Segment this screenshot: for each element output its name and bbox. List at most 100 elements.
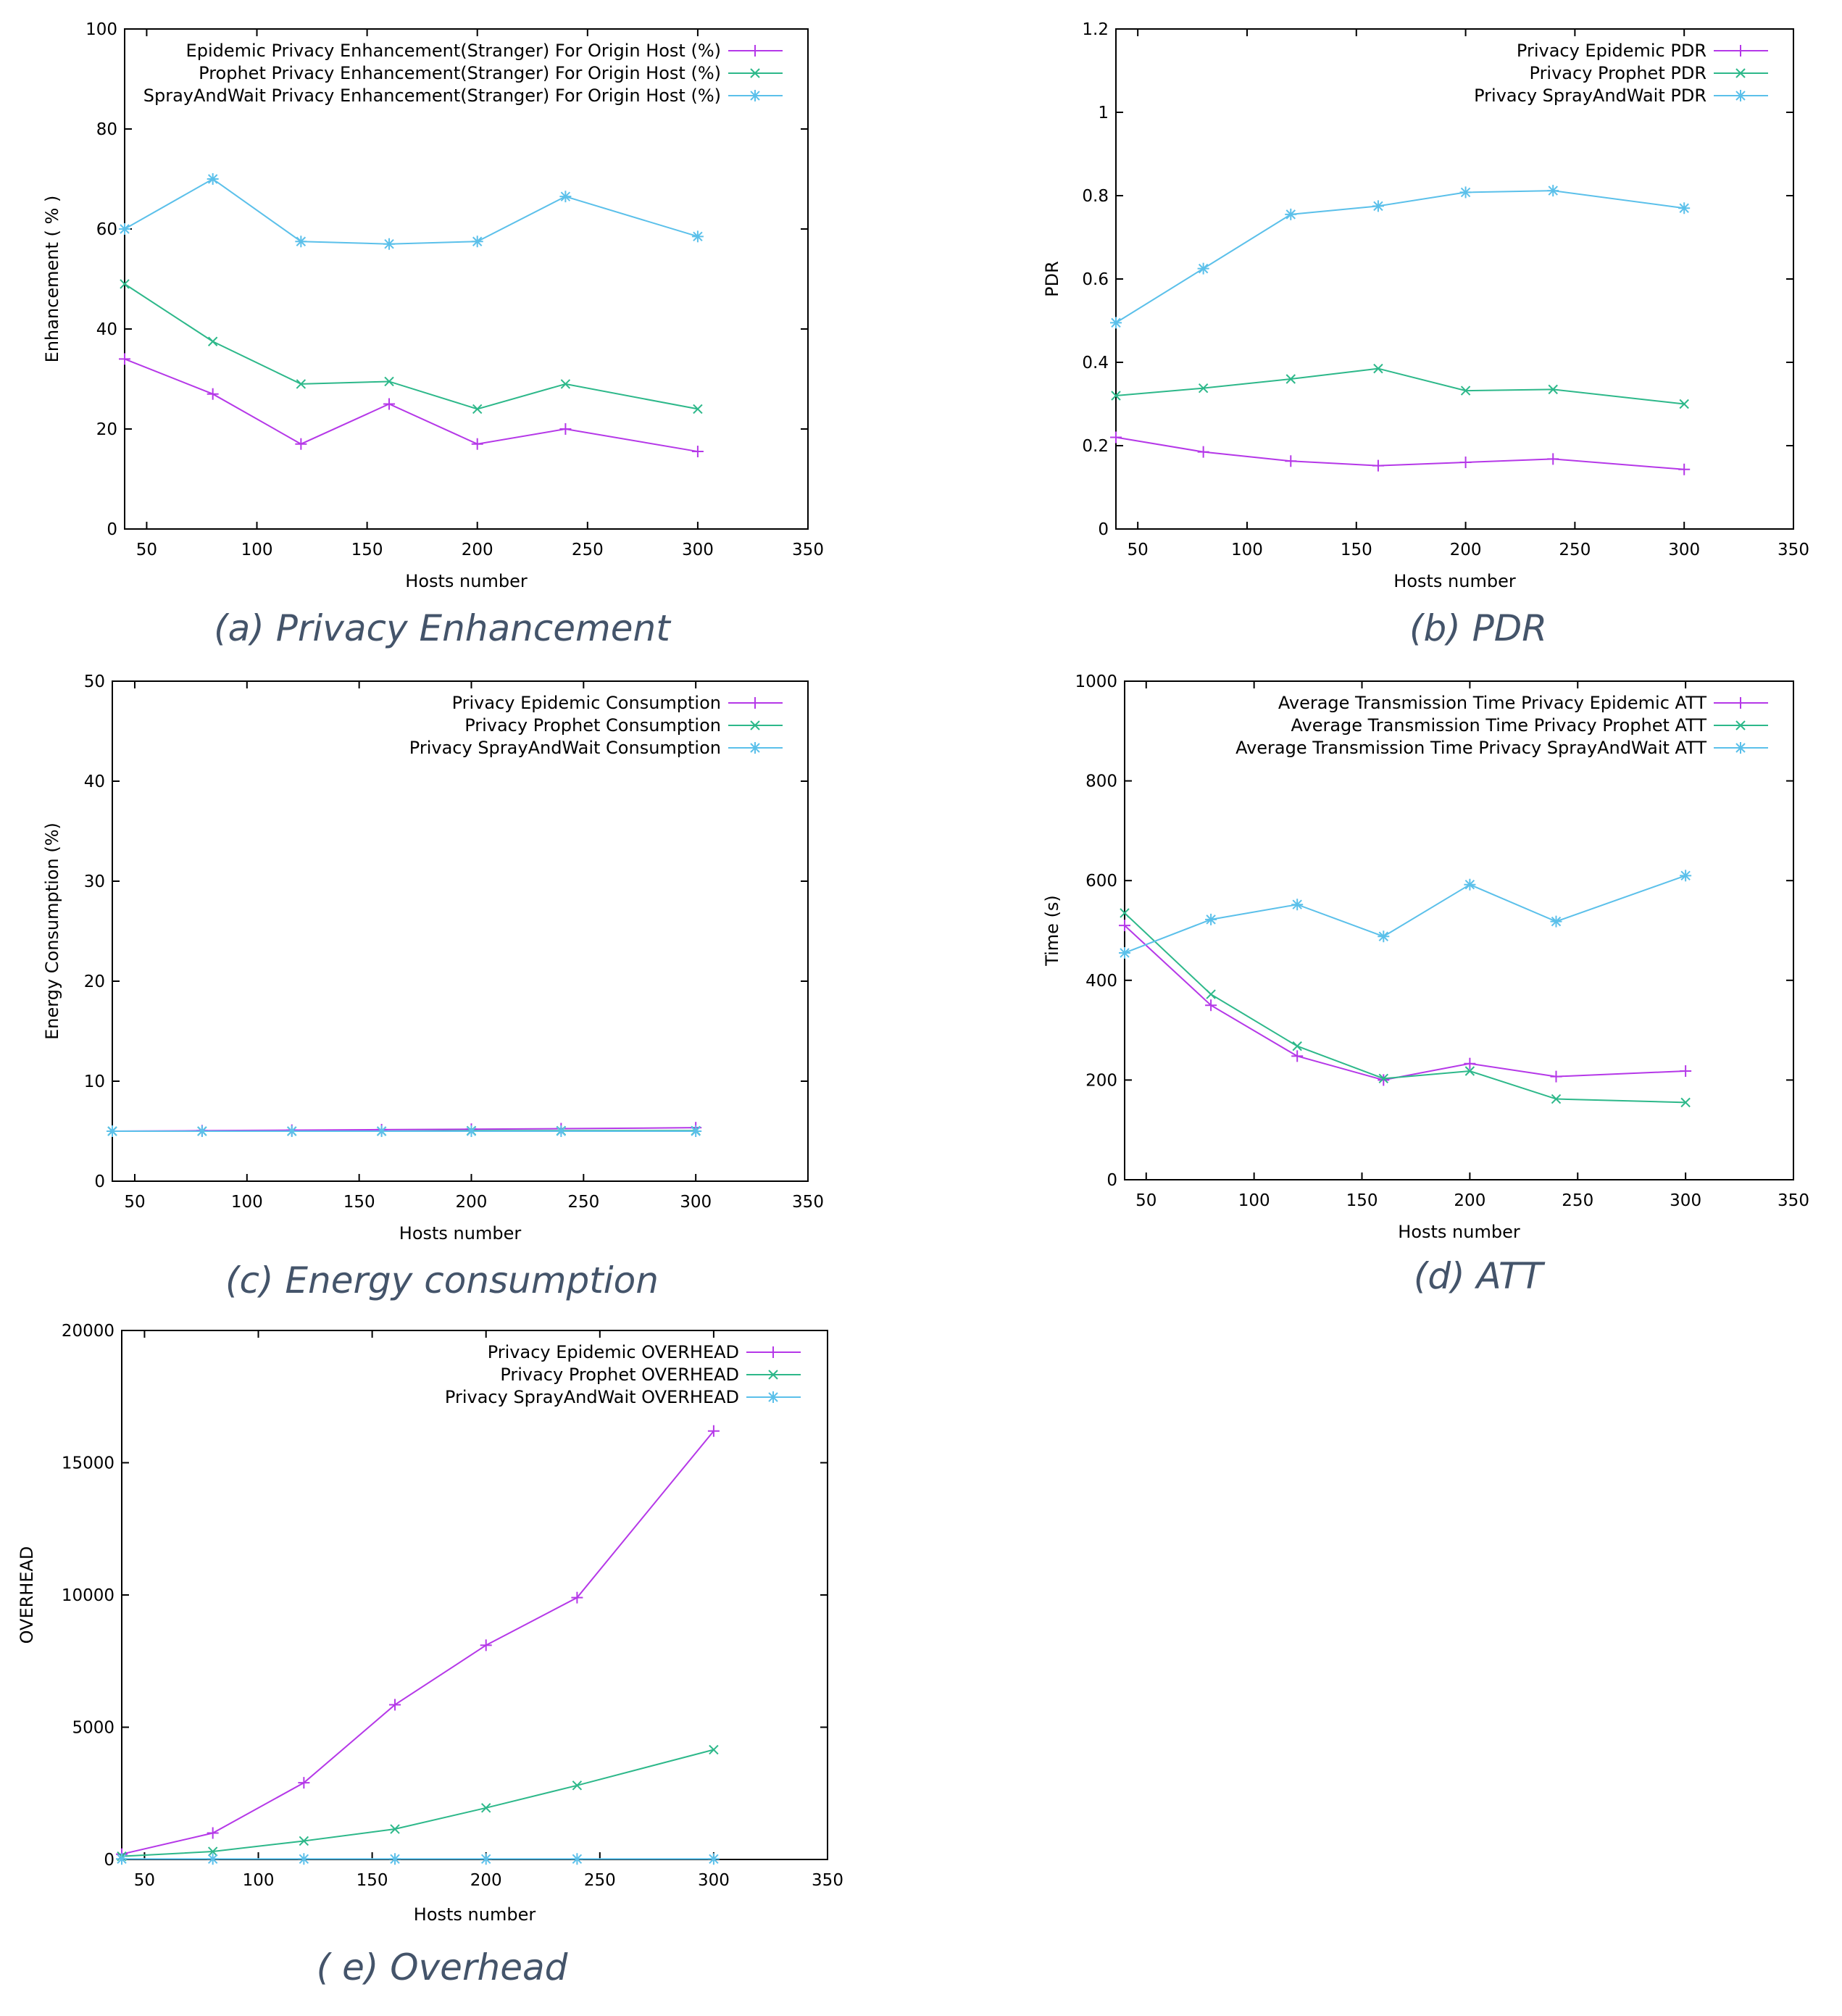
chart-a-ytick-label: 0: [107, 520, 117, 539]
chart-d-ytick-label: 600: [1085, 872, 1117, 891]
chart-a-ytick-label: 80: [96, 120, 117, 139]
chart-b-series-1-point: [1679, 399, 1689, 409]
chart-c-xtick-label: 350: [792, 1193, 824, 1212]
chart-e-xtick-label: 200: [470, 1871, 502, 1890]
chart-e-ytick-label: 5000: [72, 1719, 114, 1738]
chart-d-ytick-label: 0: [1107, 1171, 1117, 1190]
chart-c-xtick-label: 100: [231, 1193, 263, 1212]
chart-d-legend-marker-1: [1735, 720, 1746, 730]
chart-a-series-1-point: [472, 404, 483, 415]
chart-a-xtick-label: 300: [682, 541, 714, 559]
chart-e-series-2-point: [207, 1853, 219, 1865]
chart-panel-c: 0 10 20 30 40 50 50 100 150 200 250 300 350 Hosts num…: [0, 652, 920, 1275]
chart-a-series-0-point: [471, 438, 483, 450]
chart-e-series-0-point: [707, 1425, 720, 1437]
chart-a-legend-marker-0: [749, 45, 761, 57]
chart-a-series-2-point: [691, 230, 704, 243]
chart-b-ytick-label: 0.4: [1082, 354, 1109, 372]
chart-e-series-1-point: [481, 1803, 491, 1813]
chart-d-legend-marker-0: [1735, 697, 1746, 709]
chart-b-ytick-label: 0: [1098, 520, 1109, 539]
chart-e-series-2-point: [116, 1853, 128, 1865]
chart-c-xtick-label: 200: [456, 1193, 488, 1212]
chart-a-series-1-line: [124, 283, 699, 410]
chart-a-xtick-label: 250: [572, 541, 604, 559]
chart-b-series-2-point: [1197, 262, 1209, 275]
chart-d-legend-label-1: Average Transmission Time Privacy Prophe…: [1291, 715, 1706, 736]
chart-panel-b: 0 0.2 0.4 0.6 0.8 1 1.2 50 100 150 200 250 300 350 Hos…: [985, 0, 1842, 623]
chart-b-legend-label-0: Privacy Epidemic PDR: [1517, 41, 1706, 61]
chart-d-y-axis-label: Time (s): [1042, 895, 1062, 967]
chart-b-legend-label-2: Privacy SprayAndWait PDR: [1474, 86, 1706, 106]
chart-e-xtick-label: 250: [584, 1871, 616, 1890]
chart-d-xtick-label: 200: [1454, 1191, 1485, 1210]
chart-e-series-1-point: [390, 1824, 400, 1834]
chart-e-series-0-point: [207, 1827, 219, 1839]
chart-d-ytick-label: 800: [1085, 772, 1117, 791]
chart-c-ytick-label: 20: [84, 972, 105, 991]
chart-a-series-2-point: [207, 173, 219, 185]
chart-c-series-2-point: [286, 1125, 298, 1137]
chart-d-series-0-point: [1550, 1070, 1562, 1083]
chart-b-ytick-label: 1: [1098, 104, 1109, 122]
chart-b-legend-marker-0: [1735, 45, 1746, 57]
chart-c-legend-marker-2: [749, 742, 761, 754]
chart-c-series-2-point: [690, 1125, 702, 1137]
chart-c-plot-frame: [112, 680, 809, 1182]
chart-b-series-0-line: [1115, 436, 1685, 470]
chart-a-legend-label-0: Epidemic Privacy Enhancement(Stranger) F…: [186, 41, 721, 61]
chart-e-series-2-point: [707, 1853, 720, 1865]
chart-e-series-2-point: [298, 1853, 310, 1865]
chart-e-series-0-point: [571, 1591, 583, 1604]
chart-d-caption: (d) ATT: [1413, 1255, 1543, 1297]
chart-e-ytick-label: 0: [104, 1851, 114, 1870]
chart-a-series-2-point: [119, 223, 130, 235]
chart-c-legend-label-2: Privacy SprayAndWait Consumption: [409, 738, 721, 758]
chart-d-series-0-line: [1124, 925, 1686, 1081]
chart-a-series-0-point: [207, 388, 219, 400]
chart-a-series-0-point: [559, 423, 572, 435]
chart-d-ytick-label: 1000: [1075, 672, 1117, 691]
chart-a-x-axis-label: Hosts number: [405, 571, 528, 591]
chart-a-xtick-label: 100: [241, 541, 273, 559]
chart-b-xtick-label: 300: [1668, 541, 1700, 559]
chart-e-legend-marker-2: [767, 1391, 779, 1403]
chart-d-series-0-point: [1205, 999, 1217, 1012]
chart-c: 0 10 20 30 40 50 50 100 150 200 250 300 350 Hosts num…: [42, 672, 824, 1244]
chart-c-legend-marker-0: [749, 697, 761, 709]
chart-b-series-2-point: [1372, 200, 1384, 212]
chart-d-series-0-point: [1291, 1050, 1304, 1062]
chart-a-xtick-label: 350: [792, 541, 824, 559]
chart-b-xtick-label: 200: [1450, 541, 1482, 559]
chart-e-legend-label-0: Privacy Epidemic OVERHEAD: [488, 1342, 739, 1362]
chart-e-legend-marker-1: [768, 1370, 778, 1380]
chart-a-series-1-point: [693, 404, 703, 415]
chart-c-series-2-point: [555, 1125, 567, 1137]
chart-b-legend-label-1: Privacy Prophet PDR: [1530, 63, 1706, 83]
chart-d-series-2-line: [1124, 875, 1686, 954]
chart-e-x-axis-label: Hosts number: [414, 1904, 536, 1925]
chart-d-series-2-point: [1119, 946, 1130, 959]
chart-e-xtick-label: 50: [134, 1871, 155, 1890]
chart-d-series-2-point: [1291, 899, 1304, 911]
chart-e-xtick-label: 100: [243, 1871, 275, 1890]
chart-c-x-axis-label: Hosts number: [399, 1223, 522, 1244]
chart-b-series-2-point: [1459, 186, 1472, 199]
chart-b-ytick-label: 0.8: [1082, 187, 1109, 206]
chart-e-ytick-label: 10000: [62, 1586, 114, 1605]
chart-d-ytick-label: 200: [1085, 1071, 1117, 1090]
chart-c-ytick-label: 40: [84, 772, 105, 791]
chart-c-xtick-label: 150: [343, 1193, 375, 1212]
chart-a-series-2-point: [471, 236, 483, 248]
chart-c-caption: (c) Energy consumption: [225, 1259, 659, 1301]
chart-b-series-2-point: [1110, 317, 1122, 329]
chart-c-y-axis-label: Energy Consumption (%): [42, 822, 62, 1040]
chart-b-legend-marker-2: [1735, 90, 1746, 101]
chart-d-series-1-point: [1464, 1066, 1475, 1076]
chart-c-series-2-point: [107, 1125, 118, 1137]
chart-e-series-1-point: [299, 1836, 309, 1846]
chart-e-series-1-point: [709, 1744, 719, 1755]
chart-e-series-1-point: [207, 1846, 218, 1857]
chart-e-series-0-point: [480, 1639, 492, 1651]
chart-b-xtick-label: 250: [1559, 541, 1591, 559]
